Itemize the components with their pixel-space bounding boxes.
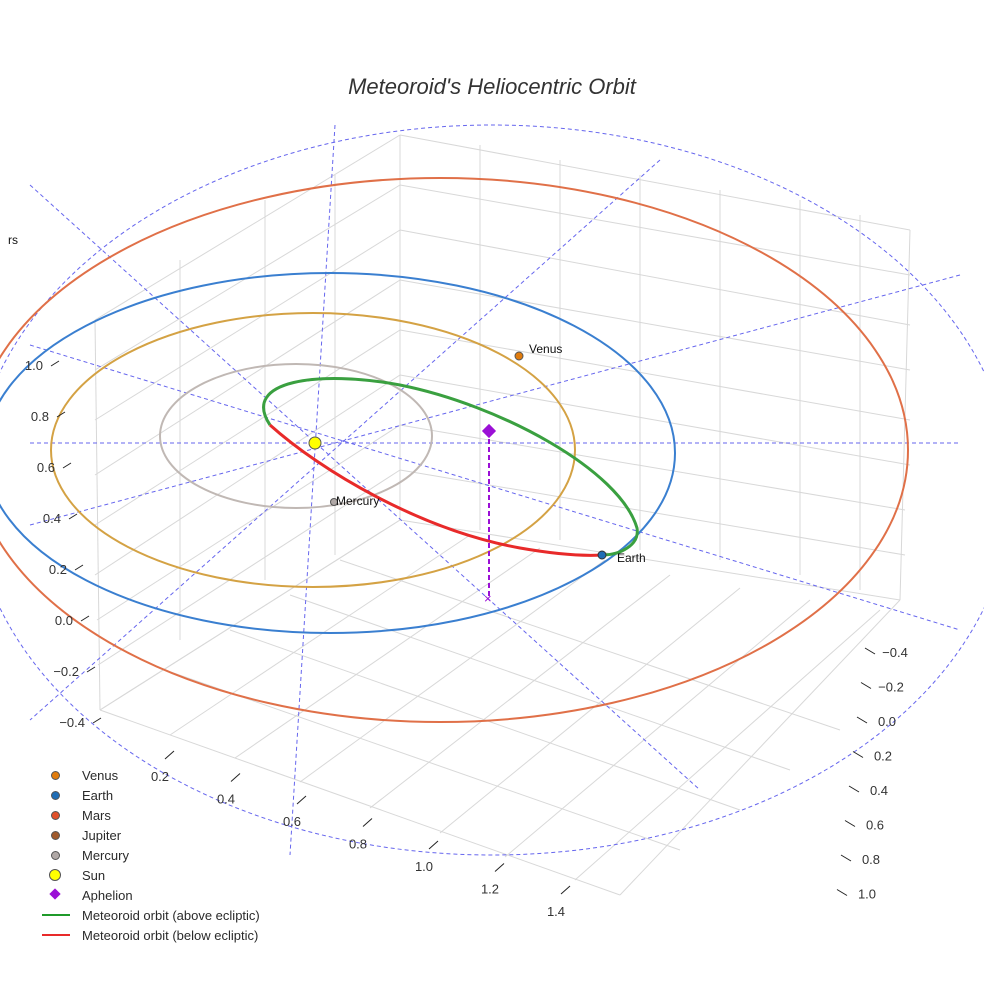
y-axis-tick-mark: [856, 716, 868, 724]
legend-label: Jupiter: [82, 827, 122, 843]
legend-item[interactable]: Aphelion: [40, 885, 260, 905]
legend-item[interactable]: Earth: [40, 785, 260, 805]
legend-item[interactable]: Meteoroid orbit (below ecliptic): [40, 925, 260, 945]
z-axis-tick-mark: [80, 615, 90, 622]
venus-annotation: Venus: [529, 342, 562, 356]
x-axis-tick-label: 1.4: [547, 904, 565, 919]
x-axis-tick-label: 0.2: [151, 769, 169, 784]
mars-orbit: [0, 177, 909, 723]
z-axis-tick-mark: [50, 360, 60, 367]
y-axis-tick-label: 0.8: [862, 852, 880, 867]
y-axis-tick-mark: [840, 854, 852, 862]
x-axis-tick-label: 1.2: [481, 882, 499, 897]
x-axis-tick-mark: [428, 840, 439, 850]
sun-marker: [308, 436, 322, 450]
legend-label: Sun: [82, 867, 106, 883]
z-axis-tick-label: 0.4: [43, 511, 61, 526]
z-axis-tick-label: −0.2: [53, 664, 79, 679]
x-axis-tick-label: 1.0: [415, 859, 433, 874]
z-axis-tick-label: 0.6: [37, 460, 55, 475]
legend-symbol: [40, 825, 74, 845]
y-axis-tick-mark: [844, 820, 856, 827]
x-axis-tick-mark: [296, 795, 307, 805]
mercury-marker: [330, 498, 338, 506]
mercury-annotation: Mercury: [336, 494, 379, 508]
legend-item[interactable]: Venus: [40, 765, 260, 785]
x-axis-tick-mark: [494, 863, 505, 872]
legend-item[interactable]: Sun: [40, 865, 260, 885]
legend-symbol: [40, 845, 74, 865]
meteoroid-orbit-above: [262, 377, 639, 557]
earth-orbit: [0, 272, 676, 634]
x-axis-tick-mark: [560, 885, 571, 895]
legend-label: Aphelion: [82, 887, 133, 903]
y-axis-tick-mark: [852, 751, 864, 758]
z-axis-tick-mark: [86, 666, 96, 673]
mars-annotation: rs: [8, 233, 18, 247]
legend-label: Earth: [82, 787, 114, 803]
y-axis-tick-label: 0.4: [870, 783, 888, 798]
earth-marker: [597, 550, 607, 560]
z-axis-tick-label: 0.8: [31, 409, 49, 424]
venus-orbit: [50, 312, 576, 588]
mercury-orbit: [159, 363, 433, 509]
y-axis-tick-label: 0.2: [874, 749, 892, 764]
legend-symbol: [40, 885, 74, 905]
legend-label: Meteoroid orbit (above ecliptic): [82, 907, 260, 923]
z-axis-tick-label: 0.0: [55, 613, 73, 628]
z-axis-tick-label: 0.2: [49, 562, 67, 577]
legend-symbol: [40, 785, 74, 805]
x-axis-tick-mark: [362, 818, 373, 827]
legend-label: Meteoroid orbit (below ecliptic): [82, 927, 259, 943]
y-axis-tick-label: −0.2: [878, 680, 904, 695]
legend-item[interactable]: Mercury: [40, 845, 260, 865]
z-axis-tick-mark: [68, 513, 78, 520]
z-axis-tick-label: 1.0: [25, 358, 43, 373]
tick-labels: 0.2 0.4 0.6 0.8 1.0 1.2 1.4 −0.4 −0.2 0.0 0.2 0.4 0.…: [25, 358, 908, 919]
z-axis-tick-mark: [92, 717, 102, 724]
earth-annotation: Earth: [617, 551, 646, 565]
chart-title: Meteoroid's Heliocentric Orbit: [348, 74, 636, 99]
legend-label: Mercury: [82, 847, 129, 863]
x-axis-tick-label: 0.4: [217, 792, 235, 807]
x-axis-tick-mark: [230, 773, 241, 782]
legend-label: Mars: [82, 807, 111, 823]
legend-symbol: [40, 905, 74, 925]
legend-item[interactable]: Meteoroid orbit (above ecliptic): [40, 905, 260, 925]
legend-symbol: [40, 925, 74, 945]
legend-item[interactable]: Jupiter: [40, 825, 260, 845]
meteoroid-orbit-below: [268, 423, 603, 557]
legend: Venus Earth Mars Jupiter Mercury Sun Aphelion M…: [40, 765, 260, 945]
aphelion-projection-marker: ×: [484, 591, 492, 606]
legend-symbol: [40, 865, 74, 885]
y-axis-tick-label: 0.0: [878, 714, 896, 729]
x-axis-tick-mark: [164, 750, 175, 760]
z-axis-tick-label: −0.4: [59, 715, 85, 730]
y-axis-tick-mark: [864, 647, 876, 655]
legend-label: Venus: [82, 767, 119, 783]
aphelion-marker: [481, 423, 497, 439]
z-axis-tick-mark: [62, 462, 72, 469]
legend-item[interactable]: Mars: [40, 805, 260, 825]
ecliptic-reference: [0, 124, 984, 856]
y-axis-tick-label: 0.6: [866, 818, 884, 833]
z-axis-tick-mark: [74, 564, 84, 571]
z-axis-tick-mark: [56, 411, 66, 418]
y-axis-tick-mark: [836, 889, 848, 896]
y-axis-tick-label: 1.0: [858, 887, 876, 902]
y-axis-tick-label: −0.4: [882, 645, 908, 660]
y-axis-tick-mark: [848, 785, 860, 793]
legend-symbol: [40, 805, 74, 825]
y-axis-tick-mark: [860, 682, 872, 689]
legend-symbol: [40, 765, 74, 785]
venus-marker: [514, 351, 524, 361]
x-axis-tick-label: 0.6: [283, 814, 301, 829]
x-axis-tick-label: 0.8: [349, 837, 367, 852]
